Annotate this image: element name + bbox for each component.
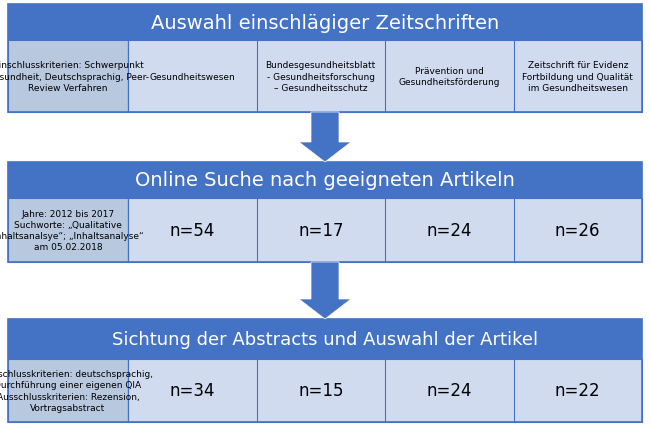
Bar [8, 319, 642, 359]
Polygon shape [299, 262, 351, 319]
Bar [128, 359, 642, 422]
Text: Bundesgesundheitsblatt
- Gesundheitsforschung
– Gesundheitsschutz: Bundesgesundheitsblatt - Gesundheitsfors… [266, 61, 376, 92]
Bar [8, 5, 642, 41]
Text: n=24: n=24 [426, 221, 472, 240]
Polygon shape [299, 113, 351, 163]
Text: n=24: n=24 [426, 381, 472, 399]
Bar [8, 163, 642, 199]
Text: Online Suche nach geeigneten Artikeln: Online Suche nach geeigneten Artikeln [135, 171, 515, 190]
Text: Jahre: 2012 bis 2017
Suchworte: „Qualitative
Inhaltsanalsye“; „Inhaltsanalyse“
a: Jahre: 2012 bis 2017 Suchworte: „Qualita… [0, 209, 143, 252]
Text: n=17: n=17 [298, 221, 343, 240]
Bar [8, 41, 128, 113]
Text: Prävention und
Gesundheitsförderung: Prävention und Gesundheitsförderung [398, 67, 500, 87]
Text: Gesundheitswesen: Gesundheitswesen [150, 72, 235, 81]
Bar [128, 41, 642, 113]
Text: Einschlusskriterien: Schwerpunkt
Gesundheit, Deutschsprachig, Peer-
Review Verfa: Einschlusskriterien: Schwerpunkt Gesundh… [0, 61, 149, 92]
Text: n=54: n=54 [170, 221, 215, 240]
Text: n=26: n=26 [555, 221, 601, 240]
Text: n=15: n=15 [298, 381, 343, 399]
Bar [8, 319, 642, 422]
Text: Zeitschrift für Evidenz
Fortbildung und Qualität
im Gesundheitswesen: Zeitschrift für Evidenz Fortbildung und … [523, 61, 633, 92]
Bar [8, 199, 128, 262]
Text: Einschlusskriterien: deutschsprachig,
Durchführung einer eigenen QIA
Ausschlussk: Einschlusskriterien: deutschsprachig, Du… [0, 369, 153, 412]
Text: Auswahl einschlägiger Zeitschriften: Auswahl einschlägiger Zeitschriften [151, 13, 499, 32]
Bar [8, 5, 642, 113]
Bar [8, 163, 642, 262]
Text: Sichtung der Abstracts und Auswahl der Artikel: Sichtung der Abstracts und Auswahl der A… [112, 330, 538, 348]
Text: n=34: n=34 [170, 381, 215, 399]
Text: n=22: n=22 [555, 381, 601, 399]
Bar [8, 359, 128, 422]
Bar [128, 199, 642, 262]
